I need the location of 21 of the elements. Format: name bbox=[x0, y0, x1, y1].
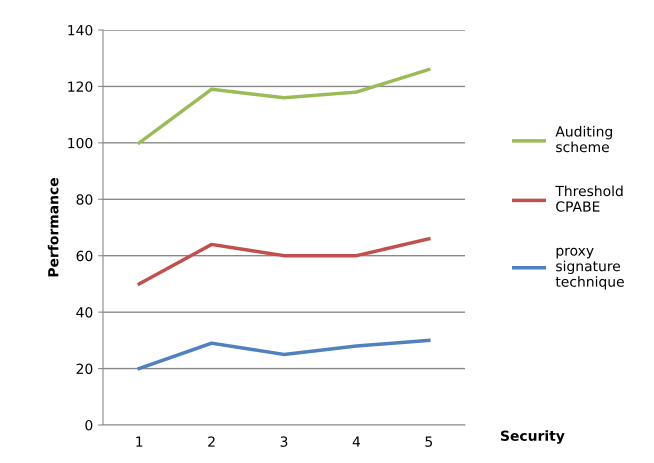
y-axis-title: Performance bbox=[48, 178, 59, 276]
x-tick-label: 5 bbox=[425, 436, 432, 447]
legend-label: Threshold CPABE bbox=[555, 185, 623, 212]
y-tick-label: 100 bbox=[68, 138, 92, 148]
x-tick-label: 2 bbox=[208, 436, 215, 447]
line-series bbox=[137, 338, 431, 370]
y-tick-label: 80 bbox=[76, 194, 92, 205]
line-series bbox=[137, 237, 431, 286]
x-axis-title: Security bbox=[500, 430, 565, 444]
y-tick-label: 140 bbox=[68, 24, 92, 36]
y-tick-label: 60 bbox=[76, 250, 92, 262]
legend-label: Auditing scheme bbox=[555, 126, 612, 152]
line-series bbox=[137, 68, 431, 145]
y-tick-label: 20 bbox=[76, 364, 92, 374]
legend-label: proxy signature technique bbox=[556, 248, 624, 290]
x-tick-label: 1 bbox=[136, 436, 142, 447]
y-tick-label: 120 bbox=[68, 81, 92, 92]
x-tick-label: 3 bbox=[280, 436, 288, 447]
y-tick-label: 40 bbox=[76, 307, 92, 318]
y-tick-label: 0 bbox=[85, 420, 92, 430]
x-tick-label: 4 bbox=[352, 436, 360, 447]
